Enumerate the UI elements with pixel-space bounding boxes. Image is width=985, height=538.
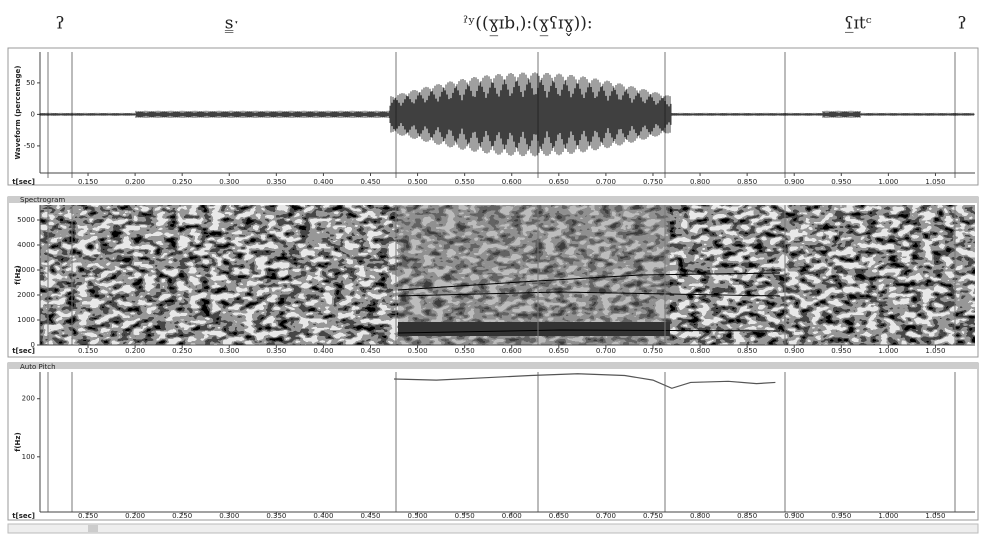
x-tick-label: 0.350: [266, 347, 286, 355]
scrollbar[interactable]: [7, 523, 979, 534]
x-tick-label: 0.750: [643, 347, 663, 355]
x-tick-label: 0.750: [643, 178, 663, 186]
y-axis-label: f(Hz): [14, 265, 22, 284]
y-tick-label: 50: [26, 79, 35, 87]
x-tick-label: 0.300: [219, 347, 239, 355]
x-tick-label: 0.250: [172, 347, 192, 355]
x-tick-label: 0.300: [219, 178, 239, 186]
x-tick-label: 0.900: [784, 178, 804, 186]
formant-track: [397, 329, 781, 334]
x-tick-label: 0.550: [455, 178, 475, 186]
x-tick-label: 0.250: [172, 512, 192, 520]
y-tick-label: 4000: [17, 241, 35, 249]
x-tick-label: 0.350: [266, 512, 286, 520]
formant-band: [398, 322, 670, 336]
x-tick-label: 0.600: [502, 178, 522, 186]
y-tick-label: 1000: [17, 316, 35, 324]
vowel-region: [398, 205, 670, 345]
x-tick-label: 0.250: [172, 178, 192, 186]
x-tick-label: 0.400: [313, 512, 333, 520]
x-tick-label: 0.150: [78, 347, 98, 355]
x-tick-label: 0.600: [502, 512, 522, 520]
x-tick-label: 0.450: [360, 178, 380, 186]
x-tick-label: 0.150: [78, 178, 98, 186]
x-tick-label: 1.050: [925, 178, 945, 186]
x-tick-label: 0.200: [125, 178, 145, 186]
y-tick-label: 5000: [17, 216, 35, 224]
x-tick-label: 0.450: [360, 512, 380, 520]
waveform: [39, 72, 975, 157]
x-tick-label: 0.950: [831, 512, 851, 520]
y-axis-label: f(Hz): [14, 432, 22, 451]
y-tick-label: -50: [24, 142, 35, 150]
scroll-thumb[interactable]: [88, 525, 98, 532]
x-tick-label: 0.450: [360, 347, 380, 355]
x-tick-label: 0.600: [502, 347, 522, 355]
x-axis-label: t[sec]: [12, 512, 35, 520]
ipa-label: ʕ̲ɪtᶜ: [844, 14, 871, 34]
panel-title: Spectrogram: [20, 196, 65, 204]
x-tick-label: 0.350: [266, 178, 286, 186]
x-tick-label: 0.150: [78, 512, 98, 520]
panel-header: [8, 197, 978, 203]
x-tick-label: 1.050: [925, 347, 945, 355]
x-tick-label: 0.650: [549, 178, 569, 186]
x-tick-label: 1.050: [925, 512, 945, 520]
x-tick-label: 0.700: [596, 347, 616, 355]
x-tick-label: 0.500: [408, 178, 428, 186]
x-tick-label: 1.000: [878, 512, 898, 520]
x-tick-label: 0.200: [125, 512, 145, 520]
x-tick-label: 0.800: [690, 512, 710, 520]
x-tick-label: 0.650: [549, 512, 569, 520]
x-axis-label: t[sec]: [12, 347, 35, 355]
x-tick-label: 0.900: [784, 347, 804, 355]
x-tick-label: 0.400: [313, 178, 333, 186]
x-tick-label: 1.000: [878, 178, 898, 186]
ipa-label: ʔ: [957, 14, 966, 34]
formant-track: [397, 272, 781, 291]
pitch-track: [394, 373, 776, 389]
x-tick-label: 0.900: [784, 512, 804, 520]
x-tick-label: 0.950: [831, 347, 851, 355]
x-tick-label: 0.850: [737, 178, 757, 186]
formant-track: [397, 291, 781, 297]
y-tick-label: 200: [22, 395, 35, 403]
x-tick-label: 0.800: [690, 347, 710, 355]
x-tick-label: 0.550: [455, 512, 475, 520]
y-tick-label: 0: [31, 110, 35, 118]
y-axis-label: Waveform (percentage): [14, 66, 22, 160]
x-tick-label: 0.650: [549, 347, 569, 355]
ipa-label: s̳ˑ: [224, 14, 239, 34]
y-tick-label: 100: [22, 453, 35, 461]
x-tick-label: 0.400: [313, 347, 333, 355]
y-tick-label: 2000: [17, 291, 35, 299]
x-axis-label: t[sec]: [12, 178, 35, 186]
x-tick-label: 0.800: [690, 178, 710, 186]
x-tick-label: 0.550: [455, 347, 475, 355]
x-tick-label: 0.200: [125, 347, 145, 355]
y-tick-label: 3000: [17, 266, 35, 274]
ipa-label: ˀʸ((ɣ̲ɪbˌ):(ɣ̲ʕɪɣ̬)):: [463, 14, 592, 37]
panel-title: Auto Pitch: [20, 363, 56, 371]
x-tick-label: 1.000: [878, 347, 898, 355]
x-tick-label: 0.300: [219, 512, 239, 520]
x-tick-label: 0.850: [737, 347, 757, 355]
x-tick-label: 0.500: [408, 347, 428, 355]
x-tick-label: 0.950: [831, 178, 851, 186]
x-tick-label: 0.700: [596, 512, 616, 520]
x-tick-label: 0.500: [408, 512, 428, 520]
pitch-panel: [7, 362, 979, 521]
x-tick-label: 0.750: [643, 512, 663, 520]
panel-header: [8, 363, 978, 369]
spectrogram: [40, 205, 975, 345]
x-tick-label: 0.700: [596, 178, 616, 186]
ipa-label: ʔ: [55, 14, 64, 34]
x-tick-label: 0.850: [737, 512, 757, 520]
y-tick-label: 0: [31, 341, 35, 349]
